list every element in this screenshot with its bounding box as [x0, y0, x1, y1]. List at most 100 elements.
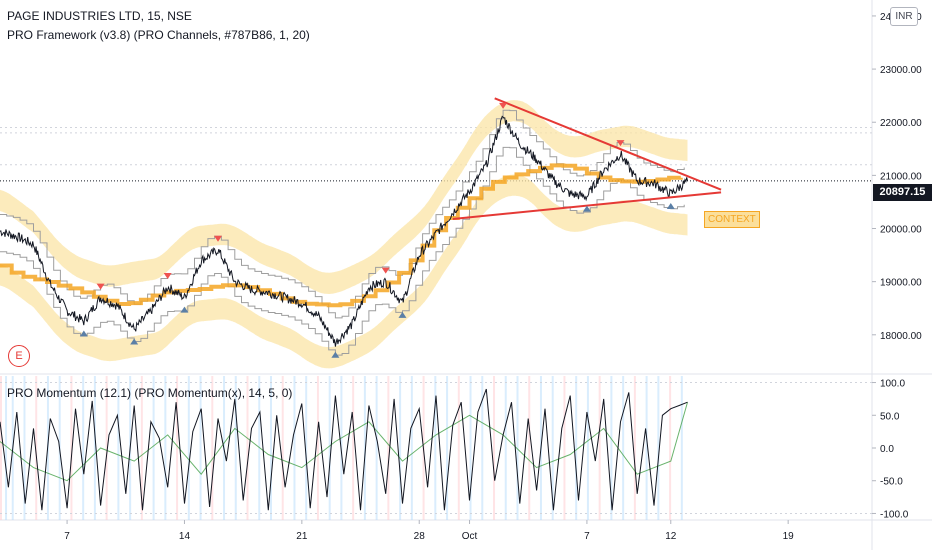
momentum-bg-stripe: [399, 376, 402, 520]
momentum-bg-stripe: [269, 376, 272, 520]
momentum-bg-stripe: [140, 376, 143, 520]
price-tick-label: 23000.00: [880, 65, 922, 76]
momentum-bg-stripe: [246, 376, 249, 520]
momentum-tick-label: -100.0: [880, 509, 909, 520]
time-tick-label: 28: [414, 531, 426, 542]
momentum-tick-label: 100.0: [880, 379, 905, 390]
momentum-bg-stripe: [563, 376, 566, 520]
momentum-bg-stripe: [446, 376, 449, 520]
momentum-bg-stripe: [199, 376, 202, 520]
momentum-bg-stripe: [176, 376, 179, 520]
time-tick-label: Oct: [462, 531, 478, 542]
momentum-bg-stripe: [410, 376, 413, 520]
momentum-bg-stripe: [469, 376, 472, 520]
sell-marker: [616, 140, 625, 147]
lower-band: [0, 174, 688, 369]
price-tick-label: 18000.00: [880, 331, 922, 342]
momentum-tick-label: 0.0: [880, 444, 894, 455]
time-tick-label: 19: [783, 531, 795, 542]
sell-marker: [381, 267, 390, 274]
channel-lower: [0, 146, 685, 356]
momentum-bg-stripe: [516, 376, 519, 520]
buy-marker: [331, 351, 340, 358]
momentum-bg-stripe: [117, 376, 120, 520]
momentum-bg-stripe: [82, 376, 85, 520]
time-tick-label: 7: [64, 531, 70, 542]
grid: [0, 127, 872, 182]
symbol-title: PAGE INDUSTRIES LTD, 15, NSE: [7, 9, 192, 23]
momentum-tick-label: -50.0: [880, 477, 903, 488]
price-tick-label: 20000.00: [880, 225, 922, 236]
time-tick-label: 12: [665, 531, 677, 542]
momentum-bg-stripe: [0, 376, 2, 520]
price-line: [0, 115, 688, 347]
momentum-bg-stripe: [152, 376, 155, 520]
axes: 24000.0023000.0022000.0021000.0020000.00…: [64, 12, 922, 542]
momentum-bg-stripe: [187, 376, 190, 520]
time-tick-label: 14: [179, 531, 191, 542]
momentum-bg-stripe: [105, 376, 108, 520]
momentum-bg-stripe: [328, 376, 331, 520]
momentum-bg-stripe: [281, 376, 284, 520]
momentum-bg-stripe: [528, 376, 531, 520]
time-tick-label: 21: [296, 531, 308, 542]
upper-band: [0, 100, 688, 294]
momentum-bg-stripe: [363, 376, 366, 520]
momentum-bg-stripe: [434, 376, 437, 520]
momentum-bg-stripe: [504, 376, 507, 520]
momentum-bg-stripe: [622, 376, 625, 520]
momentum-bg-stripe: [610, 376, 613, 520]
buy-marker: [79, 330, 88, 337]
time-tick-label: 7: [584, 531, 590, 542]
momentum-bg-stripe: [23, 376, 26, 520]
sell-marker: [214, 235, 222, 242]
resistance-trendline: [494, 97, 722, 191]
momentum-bg-stripe: [457, 376, 460, 520]
momentum-tick-label: 50.0: [880, 411, 900, 422]
momentum-bg-stripe: [93, 376, 96, 520]
momentum-bg-stripe: [481, 376, 484, 520]
momentum-bg-stripe: [551, 376, 554, 520]
momentum-bg-stripe: [669, 376, 672, 520]
momentum-bg-stripe: [375, 376, 378, 520]
sell-marker: [163, 272, 172, 279]
momentum-bg-stripe: [633, 376, 636, 520]
momentum-bg-stripe: [70, 376, 73, 520]
momentum-title: PRO Momentum (12.1) (PRO Momentum(x), 14…: [7, 386, 293, 400]
price-tick-label: 21000.00: [880, 171, 922, 182]
earnings-badge[interactable]: E: [8, 345, 30, 367]
momentum-bg-stripe: [493, 376, 496, 520]
momentum-bg-stripe: [35, 376, 38, 520]
sell-marker: [499, 102, 508, 109]
momentum-bg-stripe: [680, 376, 683, 520]
momentum-bg-stripe: [293, 376, 296, 520]
momentum-bg-stripe: [211, 376, 214, 520]
momentum-bg-stripe: [387, 376, 390, 520]
pro-channel: [0, 109, 685, 356]
momentum-bg-stripe: [316, 376, 319, 520]
indicator-title: PRO Framework (v3.8) (PRO Channels, #787…: [7, 28, 310, 42]
momentum-slow-line: [0, 402, 688, 482]
momentum-bg-stripe: [586, 376, 589, 520]
momentum-bg-stripe: [575, 376, 578, 520]
momentum-series: [0, 376, 872, 520]
momentum-bg-stripe: [657, 376, 660, 520]
buy-marker: [398, 311, 407, 318]
trend-line: [0, 163, 683, 308]
context-label: CONTEXT: [704, 211, 760, 228]
signal-markers: [79, 102, 675, 358]
momentum-bg-stripe: [234, 376, 237, 520]
last-price-label: 20897.15: [873, 184, 932, 201]
buy-marker: [130, 338, 139, 345]
buy-marker: [582, 205, 591, 212]
sell-marker: [96, 283, 105, 290]
pro-bands: [0, 100, 688, 369]
momentum-bg-stripe: [645, 376, 648, 520]
price-series: [0, 115, 688, 347]
momentum-bg-stripe: [164, 376, 167, 520]
price-tick-label: 19000.00: [880, 278, 922, 289]
momentum-fast-line: [0, 388, 688, 511]
trend-step: [0, 163, 683, 308]
currency-button[interactable]: INR: [890, 7, 918, 26]
